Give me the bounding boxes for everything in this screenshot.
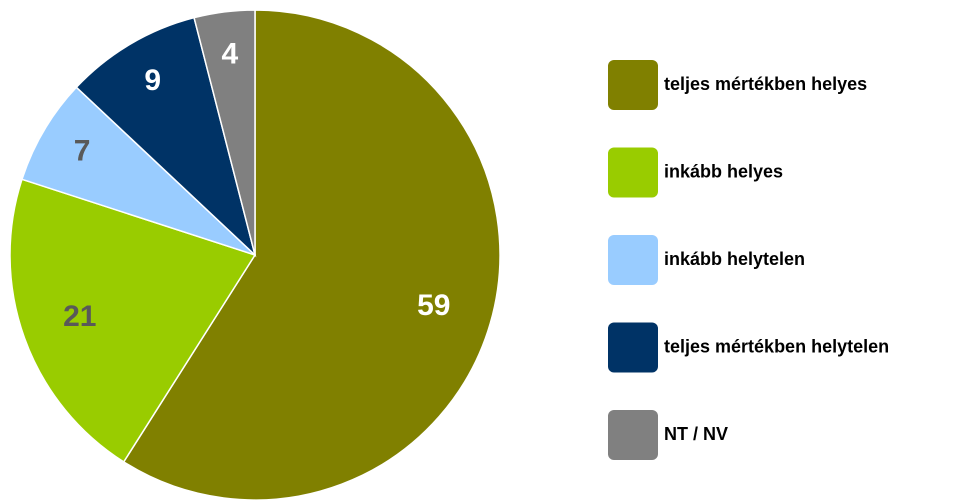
data-label: 21 (63, 300, 96, 333)
pie-slice (21, 86, 256, 256)
legend-label: teljes mértékben helyes (664, 74, 867, 94)
legend-label: teljes mértékben helytelen (664, 336, 889, 356)
legend-swatch (608, 60, 658, 110)
legend-swatch (608, 235, 658, 285)
data-label: 9 (144, 64, 161, 97)
data-label: 4 (221, 38, 238, 71)
legend-swatch (608, 322, 658, 373)
pie-slice (193, 9, 256, 256)
legend-swatch (608, 147, 658, 198)
legend-label: NT / NV (664, 424, 728, 444)
data-label: 7 (74, 135, 91, 168)
legend-label: inkább helyes (664, 161, 783, 181)
legend-label: inkább helytelen (664, 249, 805, 269)
pie-slice (75, 16, 257, 258)
legend-swatch (608, 410, 658, 460)
pie-slice (9, 178, 257, 463)
data-label: 59 (417, 289, 450, 322)
